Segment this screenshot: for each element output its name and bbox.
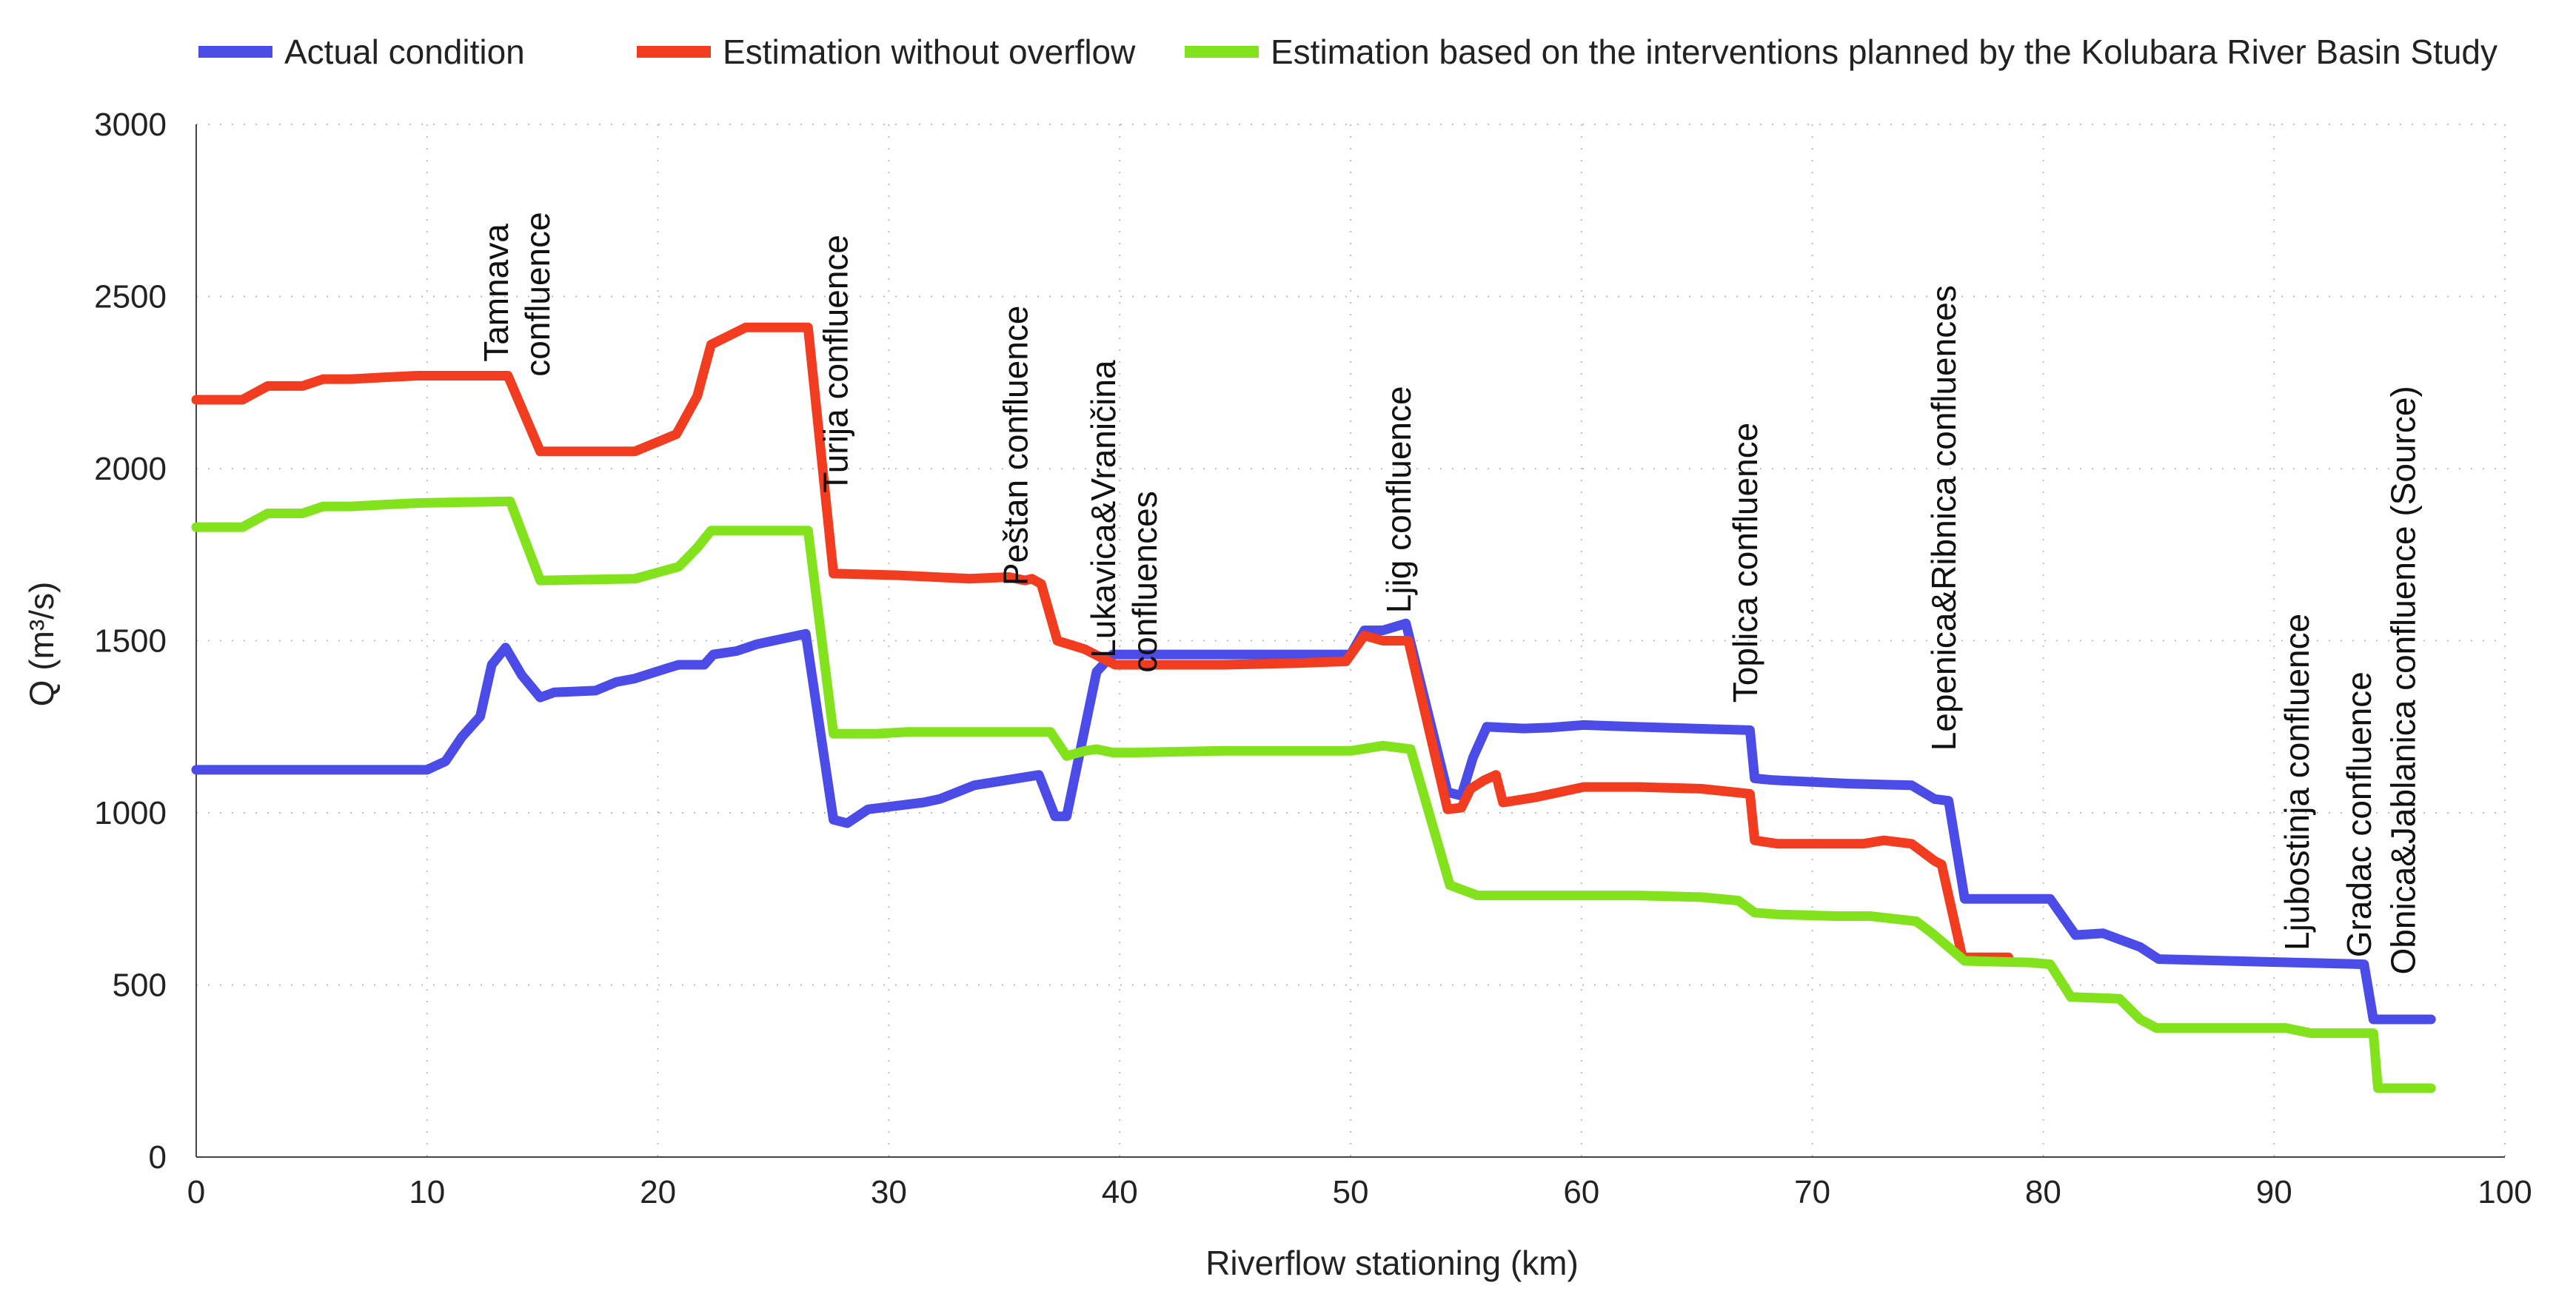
x-tick-label: 70 bbox=[1794, 1174, 1830, 1210]
confluence-annotation: Lukavica&Vraničinaconfluences bbox=[1084, 360, 1164, 673]
x-tick-label: 40 bbox=[1102, 1174, 1138, 1210]
annotation-line: Toplica confluence bbox=[1726, 423, 1764, 703]
legend-label-1: Actual condition bbox=[284, 33, 525, 71]
annotation-line: confluence bbox=[518, 212, 557, 377]
x-tick-label: 80 bbox=[2025, 1174, 2061, 1210]
x-tick-label: 90 bbox=[2256, 1174, 2292, 1210]
annotation-line: Ljig confluence bbox=[1379, 386, 1418, 613]
annotations: Tamnavaconfluence Turija confluence Peštan… bbox=[477, 212, 2422, 974]
confluence-annotation: Lepenica&Ribnica confluences bbox=[1924, 285, 1963, 751]
plot-area: 0 500 1000 1500 2000 2500 3000 0 10 20 30 40 50 60 70 8… bbox=[94, 107, 2532, 1210]
annotation-line: confluences bbox=[1125, 491, 1164, 673]
confluence-annotation: Turija confluence bbox=[816, 235, 854, 493]
confluence-annotation: Obnica&Jablanica confluence (Source) bbox=[2383, 386, 2422, 974]
y-tick-label: 2500 bbox=[94, 279, 167, 315]
annotation-line: Turija confluence bbox=[816, 235, 854, 493]
y-axis-title: Q (m³/s) bbox=[22, 582, 61, 707]
legend-label-3: Estimation based on the interventions pl… bbox=[1271, 33, 2498, 71]
confluence-annotation: Peštan confluence bbox=[997, 306, 1035, 586]
axes: 0 500 1000 1500 2000 2500 3000 0 10 20 30 40 50 60 70 8… bbox=[94, 107, 2532, 1210]
confluence-annotation: Ljubostinja confluence bbox=[2278, 614, 2316, 951]
annotation-line: Ljubostinja confluence bbox=[2278, 614, 2316, 951]
y-tick-label: 2000 bbox=[94, 451, 167, 487]
x-tick-label: 0 bbox=[187, 1174, 205, 1210]
series-lines bbox=[191, 322, 2436, 1093]
annotation-line: Lepenica&Ribnica confluences bbox=[1924, 285, 1963, 751]
series-line-2 bbox=[191, 322, 2014, 962]
annotation-line: Gradac confluence bbox=[2340, 671, 2378, 957]
x-tick-label: 60 bbox=[1563, 1174, 1599, 1210]
confluence-annotation: Toplica confluence bbox=[1726, 423, 1764, 703]
x-tick-label: 10 bbox=[409, 1174, 445, 1210]
series-line-3 bbox=[191, 496, 2436, 1093]
annotation-line: Lukavica&Vraničina bbox=[1084, 360, 1123, 658]
x-tick-label: 30 bbox=[871, 1174, 907, 1210]
annotation-line: Tamnava bbox=[477, 224, 515, 362]
y-tick-label: 500 bbox=[113, 968, 167, 1004]
annotation-line: Obnica&Jablanica confluence (Source) bbox=[2383, 386, 2422, 974]
y-tick-label: 0 bbox=[149, 1139, 167, 1176]
y-tick-label: 1500 bbox=[94, 623, 167, 660]
confluence-annotation: Gradac confluence bbox=[2340, 671, 2378, 957]
annotation-line: Peštan confluence bbox=[997, 306, 1035, 586]
y-tick-label: 1000 bbox=[94, 795, 167, 831]
legend-label-2: Estimation without overflow bbox=[723, 33, 1136, 71]
x-axis-title: Riverflow stationing (km) bbox=[1205, 1244, 1579, 1282]
x-tick-label: 100 bbox=[2478, 1174, 2532, 1210]
series-line-1 bbox=[191, 618, 2436, 1025]
confluence-annotation: Tamnavaconfluence bbox=[477, 212, 557, 377]
legend: Actual condition Estimation without overf… bbox=[198, 33, 2498, 71]
x-tick-label: 50 bbox=[1333, 1174, 1369, 1210]
x-tick-label: 20 bbox=[640, 1174, 676, 1210]
y-tick-label: 3000 bbox=[94, 107, 167, 143]
confluence-annotation: Ljig confluence bbox=[1379, 386, 1418, 613]
